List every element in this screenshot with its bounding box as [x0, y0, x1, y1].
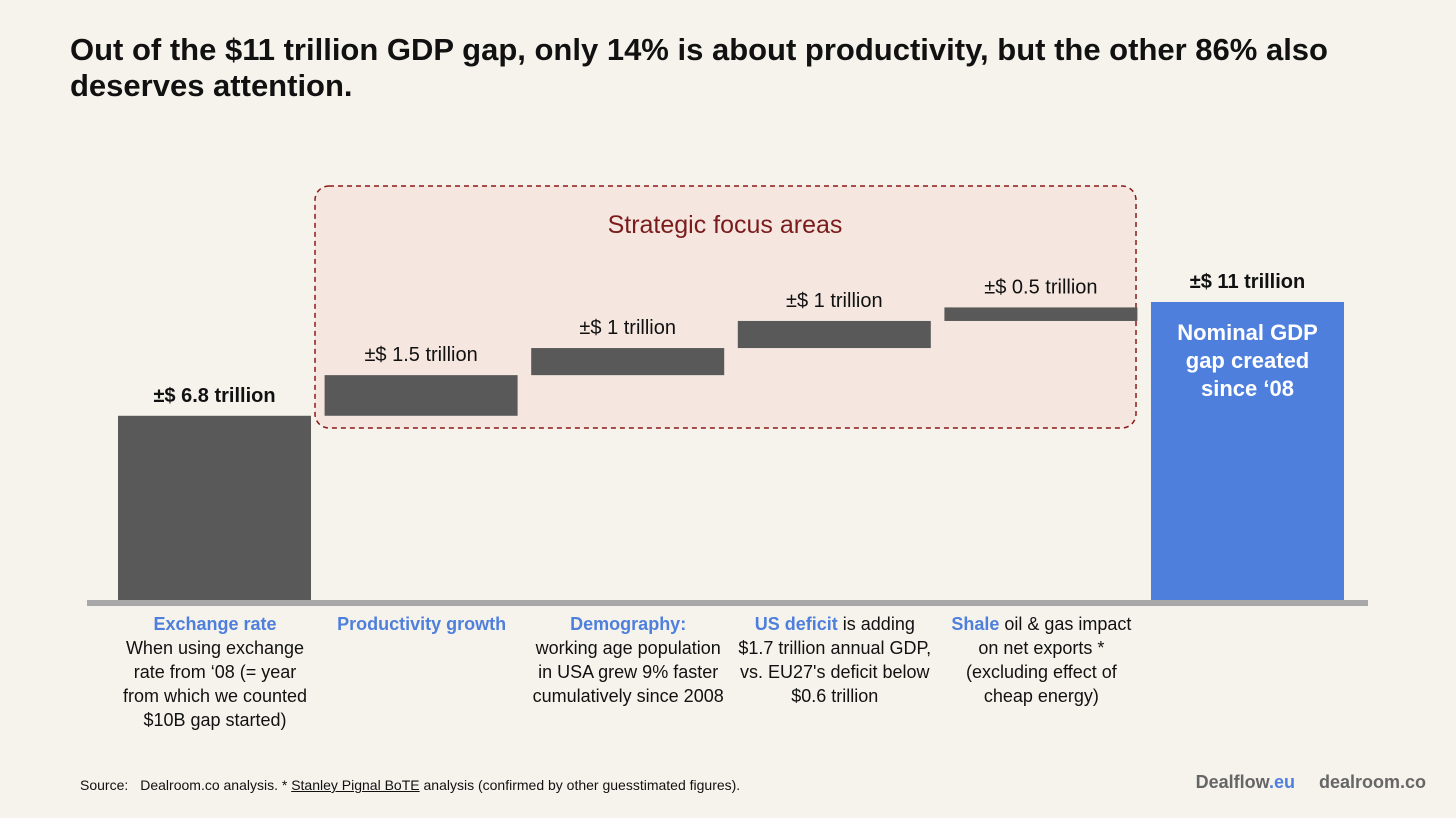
category-highlight: US deficit: [754, 614, 838, 634]
total-bar-label: Nominal GDP gap created since ‘08: [1177, 320, 1318, 401]
total-bar: [1151, 302, 1344, 600]
value-label-6: ±$ 11 trillion: [1190, 271, 1305, 293]
category-label-2: Productivity growth: [324, 612, 520, 636]
category-label-4: US deficit is adding $1.7 trillion annua…: [737, 612, 933, 708]
category-description: working age population in USA grew 9% fa…: [532, 638, 724, 706]
category-label-1: Exchange rate When using exchange rate fr…: [117, 612, 313, 732]
waterfall-bar-3: [531, 348, 725, 376]
category-highlight: Demography:: [570, 614, 687, 634]
category-label-5: Shale oil & gas impact on net exports * …: [943, 612, 1139, 708]
value-label-1: ±$ 6.8 trillion: [153, 385, 275, 407]
waterfall-bar-1: [118, 415, 311, 600]
source-text-pre: Dealroom.co analysis. *: [140, 777, 292, 793]
value-label-3: ±$ 1 trillion: [579, 317, 676, 339]
category-highlight: Productivity growth: [337, 614, 507, 634]
category-description: oil & gas impact on net exports * (exclu…: [966, 614, 1132, 706]
baseline-axis: [87, 600, 1368, 606]
source-link[interactable]: Stanley Pignal BoTE: [291, 777, 420, 793]
value-label-4: ±$ 1 trillion: [786, 290, 883, 312]
logos: Dealflow.eu dealroom.co: [1196, 772, 1426, 793]
waterfall-bar-4: [737, 320, 931, 349]
source-text-post: analysis (confirmed by other guesstimate…: [419, 777, 741, 793]
dealflow-logo: Dealflow.eu: [1195, 772, 1295, 792]
focus-box: [314, 185, 1137, 429]
source-label: Source:: [80, 777, 129, 793]
page-title: Out of the $11 trillion GDP gap, only 14…: [70, 32, 1328, 103]
focus-box-label: Strategic focus areas: [608, 211, 843, 239]
value-label-2: ±$ 1.5 trillion: [364, 344, 477, 366]
category-highlight: Shale: [951, 614, 1000, 634]
category-label-3: Demography: working age population in USA…: [530, 612, 726, 708]
waterfall-bar-2: [324, 375, 518, 416]
category-description: When using exchange rate from ‘08 (= yea…: [122, 638, 308, 730]
source-note: Source: Dealroom.co analysis. * Stanley P…: [80, 777, 740, 793]
category-highlight: Exchange rate: [153, 614, 277, 634]
category-description: is adding $1.7 trillion annual GDP, vs. …: [738, 614, 932, 706]
value-label-5: ±$ 0.5 trillion: [984, 276, 1097, 298]
dealroom-logo: dealroom.co: [1318, 772, 1426, 792]
waterfall-bar-5: [944, 307, 1138, 321]
